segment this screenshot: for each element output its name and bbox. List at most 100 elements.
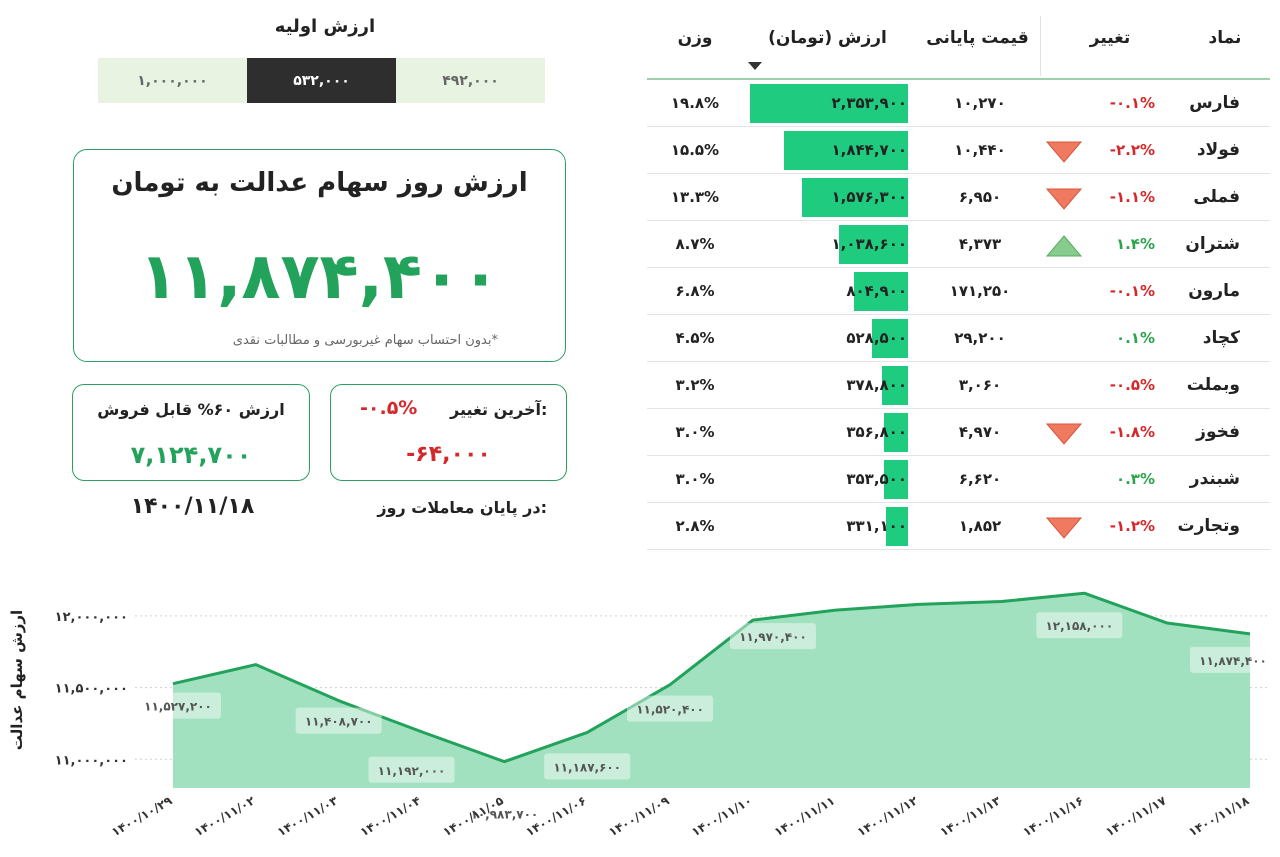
weight-cell: ۱۵.۵%: [670, 141, 720, 159]
summary-value: ۱۱,۸۷۴,۴۰۰: [138, 240, 501, 314]
weight-cell: ۲.۸%: [675, 517, 715, 535]
last-change-percent: -۰.۵%: [360, 397, 418, 419]
summary-card: [73, 149, 566, 362]
weight-bar: [886, 507, 908, 546]
data-label: ۱۰,۹۸۳,۷۰۰: [471, 808, 539, 822]
data-label-box: [729, 623, 816, 650]
data-label-box: [544, 753, 631, 780]
data-point: [336, 698, 342, 704]
table-row[interactable]: فولاد -۲.۲% ۱۰,۴۴۰ ۱,۸۴۴,۷۰۰ ۱۵.۵%: [647, 127, 1270, 174]
data-point: [1081, 590, 1087, 596]
data-point: [253, 662, 259, 668]
symbol-cell: شتران: [1185, 234, 1240, 254]
y-tick-label: ۱۱,۵۰۰,۰۰۰: [55, 682, 128, 697]
data-point: [998, 599, 1004, 605]
data-point: [584, 729, 590, 735]
value-cell: ۸۰۴,۹۰۰: [846, 282, 907, 300]
data-label-box: [135, 692, 221, 719]
header-weight[interactable]: وزن: [677, 28, 713, 48]
weight-bar: [802, 178, 908, 217]
date-value: ۱۴۰۰/۱۱/۱۸: [130, 494, 255, 519]
symbol-cell: فخوز: [1196, 422, 1240, 442]
x-tick-label: ۱۴۰۰/۱۱/۰۳: [275, 793, 341, 839]
y-tick-label: ۱۲,۰۰۰,۰۰۰: [55, 610, 128, 625]
weight-cell: ۳.۲%: [675, 376, 715, 394]
triangle-up-icon: [1046, 235, 1082, 257]
weight-cell: ۳.۰%: [675, 470, 715, 488]
summary-note: *بدون احتساب سهام غیربورسی و مطالبات نقد…: [232, 333, 498, 348]
value-cell: ۳۵۳,۵۰۰: [846, 470, 907, 488]
summary-title: ارزش روز سهام عدالت به تومان: [111, 168, 528, 198]
table-row[interactable]: وتجارت -۱.۲% ۱,۸۵۲ ۳۳۱,۱۰۰ ۲.۸%: [647, 503, 1270, 550]
change-cell: ۱.۴%: [1115, 235, 1155, 253]
x-tick-label: ۱۴۰۰/۱۱/۱۰: [689, 793, 754, 839]
value-cell: ۳۵۶,۸۰۰: [846, 423, 907, 441]
data-label: ۱۱,۱۹۲,۰۰۰: [378, 764, 446, 778]
price-cell: ۱۷۱,۲۵۰: [949, 282, 1011, 300]
table-row[interactable]: کچاد ۰.۱% ۲۹,۲۰۰ ۵۲۸,۵۰۰ ۴.۵%: [647, 315, 1270, 362]
initial-option-1000000[interactable]: ۱,۰۰۰,۰۰۰: [98, 58, 247, 103]
data-label-box: [1190, 646, 1276, 673]
symbol-cell: وتجارت: [1177, 516, 1240, 536]
data-point: [916, 601, 922, 607]
data-point: [667, 682, 673, 688]
header-change[interactable]: تغییر: [1089, 28, 1131, 48]
header-price[interactable]: قیمت پایانی: [926, 28, 1029, 48]
weight-cell: ۳.۰%: [675, 423, 715, 441]
last-change-label: آخرین تغییر:: [450, 400, 548, 419]
data-label: ۱۱,۸۷۴,۴۰۰: [1199, 654, 1267, 668]
sort-desc-icon[interactable]: [748, 62, 762, 70]
price-cell: ۶,۹۵۰: [958, 188, 1002, 206]
x-tick-label: ۱۴۰۰/۱۰/۲۹: [109, 793, 175, 839]
weight-bar: [854, 272, 908, 311]
header-symbol[interactable]: نماد: [1208, 28, 1242, 48]
last-change-card: [330, 384, 567, 481]
price-cell: ۴,۹۷۰: [958, 423, 1002, 441]
change-cell: -۰.۵%: [1109, 376, 1155, 394]
symbol-cell: وبملت: [1186, 375, 1240, 395]
change-cell: -۱.۲%: [1109, 517, 1155, 535]
value-cell: ۱,۰۳۸,۶۰۰: [831, 235, 907, 253]
change-cell: -۲.۲%: [1109, 141, 1155, 159]
table-row[interactable]: مارون -۰.۱% ۱۷۱,۲۵۰ ۸۰۴,۹۰۰ ۶.۸%: [647, 268, 1270, 315]
header-divider: [1040, 16, 1041, 76]
initial-option-492000[interactable]: ۴۹۲,۰۰۰: [396, 58, 545, 103]
change-cell: -۰.۱%: [1109, 282, 1155, 300]
price-cell: ۴,۳۷۳: [958, 235, 1002, 253]
table-row[interactable]: شبندر ۰.۳% ۶,۶۲۰ ۳۵۳,۵۰۰ ۳.۰%: [647, 456, 1270, 503]
initial-option-532000[interactable]: ۵۳۲,۰۰۰: [247, 58, 396, 103]
weight-bar: [882, 366, 908, 405]
x-tick-label: ۱۴۰۰/۱۱/۱۳: [938, 793, 1004, 839]
change-cell: -۱.۱%: [1109, 188, 1155, 206]
data-label: ۱۱,۹۷۰,۴۰۰: [739, 630, 807, 644]
symbol-cell: مارون: [1188, 281, 1240, 301]
symbol-cell: فارس: [1189, 93, 1240, 113]
header-value[interactable]: ارزش (تومان): [768, 28, 887, 48]
table-row[interactable]: فملی -۱.۱% ۶,۹۵۰ ۱,۵۷۶,۳۰۰ ۱۳.۳%: [647, 174, 1270, 221]
table-row[interactable]: فارس -۰.۱% ۱۰,۲۷۰ ۲,۳۵۳,۹۰۰ ۱۹.۸%: [647, 80, 1270, 127]
weight-bar: [884, 460, 908, 499]
weight-cell: ۱۳.۳%: [670, 188, 720, 206]
header-underline: [647, 78, 1270, 80]
price-cell: ۶,۶۲۰: [958, 470, 1002, 488]
x-tick-label: ۱۴۰۰/۱۱/۱۷: [1103, 793, 1169, 839]
data-label: ۱۲,۱۵۸,۰۰۰: [1045, 619, 1113, 633]
table-row[interactable]: شتران ۱.۴% ۴,۳۷۳ ۱,۰۳۸,۶۰۰ ۸.۷%: [647, 221, 1270, 268]
x-tick-label: ۱۴۰۰/۱۱/۱۶: [1020, 793, 1085, 839]
table-row[interactable]: وبملت -۰.۵% ۳,۰۶۰ ۳۷۸,۸۰۰ ۳.۲%: [647, 362, 1270, 409]
weight-bar: [884, 413, 908, 452]
price-cell: ۱۰,۴۴۰: [954, 141, 1006, 159]
x-tick-label: ۱۴۰۰/۱۱/۱۸: [1186, 793, 1252, 839]
change-cell: -۱.۸%: [1109, 423, 1155, 441]
weight-cell: ۶.۸%: [675, 282, 715, 300]
weight-bar: [750, 84, 908, 123]
data-label-box: [627, 695, 714, 722]
data-label: ۱۱,۵۲۰,۴۰۰: [636, 703, 704, 717]
sellable-value: ۷,۱۲۴,۷۰۰: [130, 441, 252, 469]
triangle-down-icon: [1046, 423, 1082, 445]
symbol-cell: شبندر: [1189, 469, 1240, 489]
value-history-chart: ۱۱,۰۰۰,۰۰۰ ۱۱,۵۰۰,۰۰۰ ۱۲,۰۰۰,۰۰۰ ۱۱,۵۲۷,۲۰۰…: [8, 590, 1276, 839]
value-cell: ۳۳۱,۱۰۰: [846, 517, 907, 535]
table-row[interactable]: فخوز -۱.۸% ۴,۹۷۰ ۳۵۶,۸۰۰ ۳.۰%: [647, 409, 1270, 456]
data-point: [1164, 620, 1170, 626]
